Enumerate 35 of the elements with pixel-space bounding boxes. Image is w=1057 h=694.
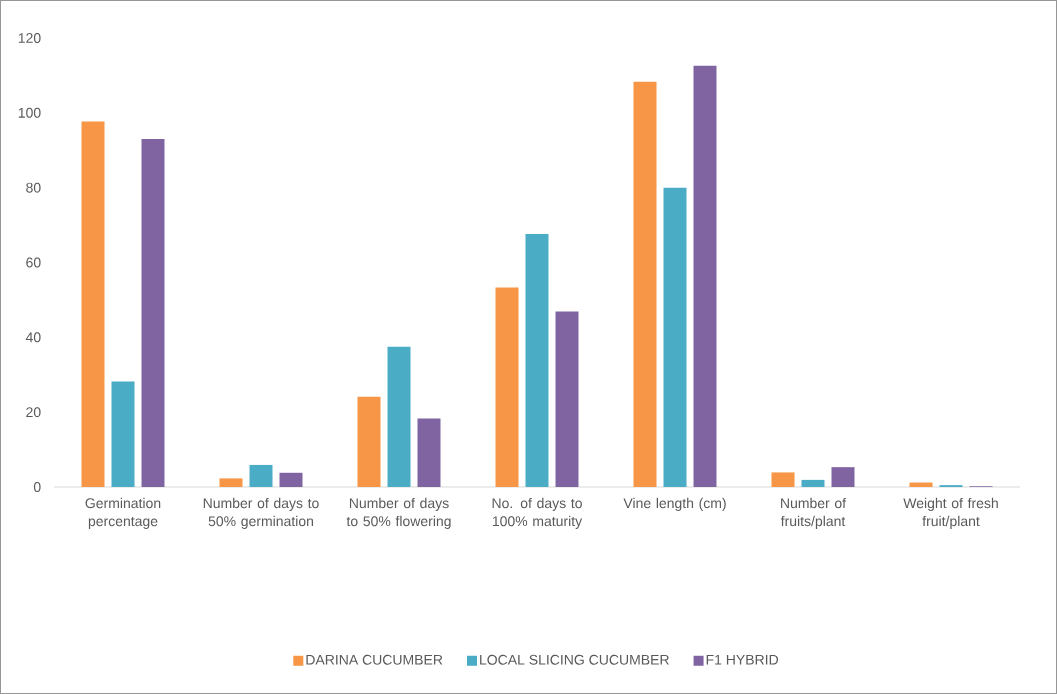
x-tick-label: Number of days to 50% germination <box>203 497 319 529</box>
bar <box>633 81 657 487</box>
bar <box>249 464 273 487</box>
bar <box>279 472 303 487</box>
y-tick-label: 100 <box>18 107 41 118</box>
bar <box>525 234 549 487</box>
x-tick-label: No. of days to 100% maturity <box>492 497 583 529</box>
bar <box>831 467 855 487</box>
bar <box>141 139 165 487</box>
y-tick-label: 60 <box>26 257 41 268</box>
bar <box>663 187 687 487</box>
x-tick-label: Vine length (cm) <box>623 497 726 511</box>
bar <box>81 121 105 487</box>
bar <box>387 346 411 487</box>
bar <box>495 287 519 487</box>
bar <box>801 479 825 487</box>
y-tick-label: 20 <box>26 407 41 418</box>
y-tick-label: 80 <box>26 182 41 193</box>
bar <box>357 396 381 487</box>
legend-label: DARINA CUCUMBER <box>306 654 443 665</box>
bar <box>219 478 243 487</box>
x-tick-label: Number of days to 50% flowering <box>346 497 451 529</box>
legend-label: F1 HYBRID <box>706 654 779 665</box>
x-tick-label: Number of fruits/plant <box>780 497 847 529</box>
x-tick-label: Germination percentage <box>85 497 161 529</box>
bar <box>693 65 717 487</box>
bar <box>111 381 135 487</box>
bar <box>417 418 441 487</box>
legend-label: LOCAL SLICING CUCUMBER <box>480 654 669 665</box>
x-tick-label: Weight of fresh fruit/plant <box>903 497 998 529</box>
y-tick-label: 0 <box>33 482 41 492</box>
y-tick-label: 120 <box>18 33 41 43</box>
bar <box>771 472 795 487</box>
y-tick-label: 40 <box>25 332 41 343</box>
bar <box>555 311 579 487</box>
